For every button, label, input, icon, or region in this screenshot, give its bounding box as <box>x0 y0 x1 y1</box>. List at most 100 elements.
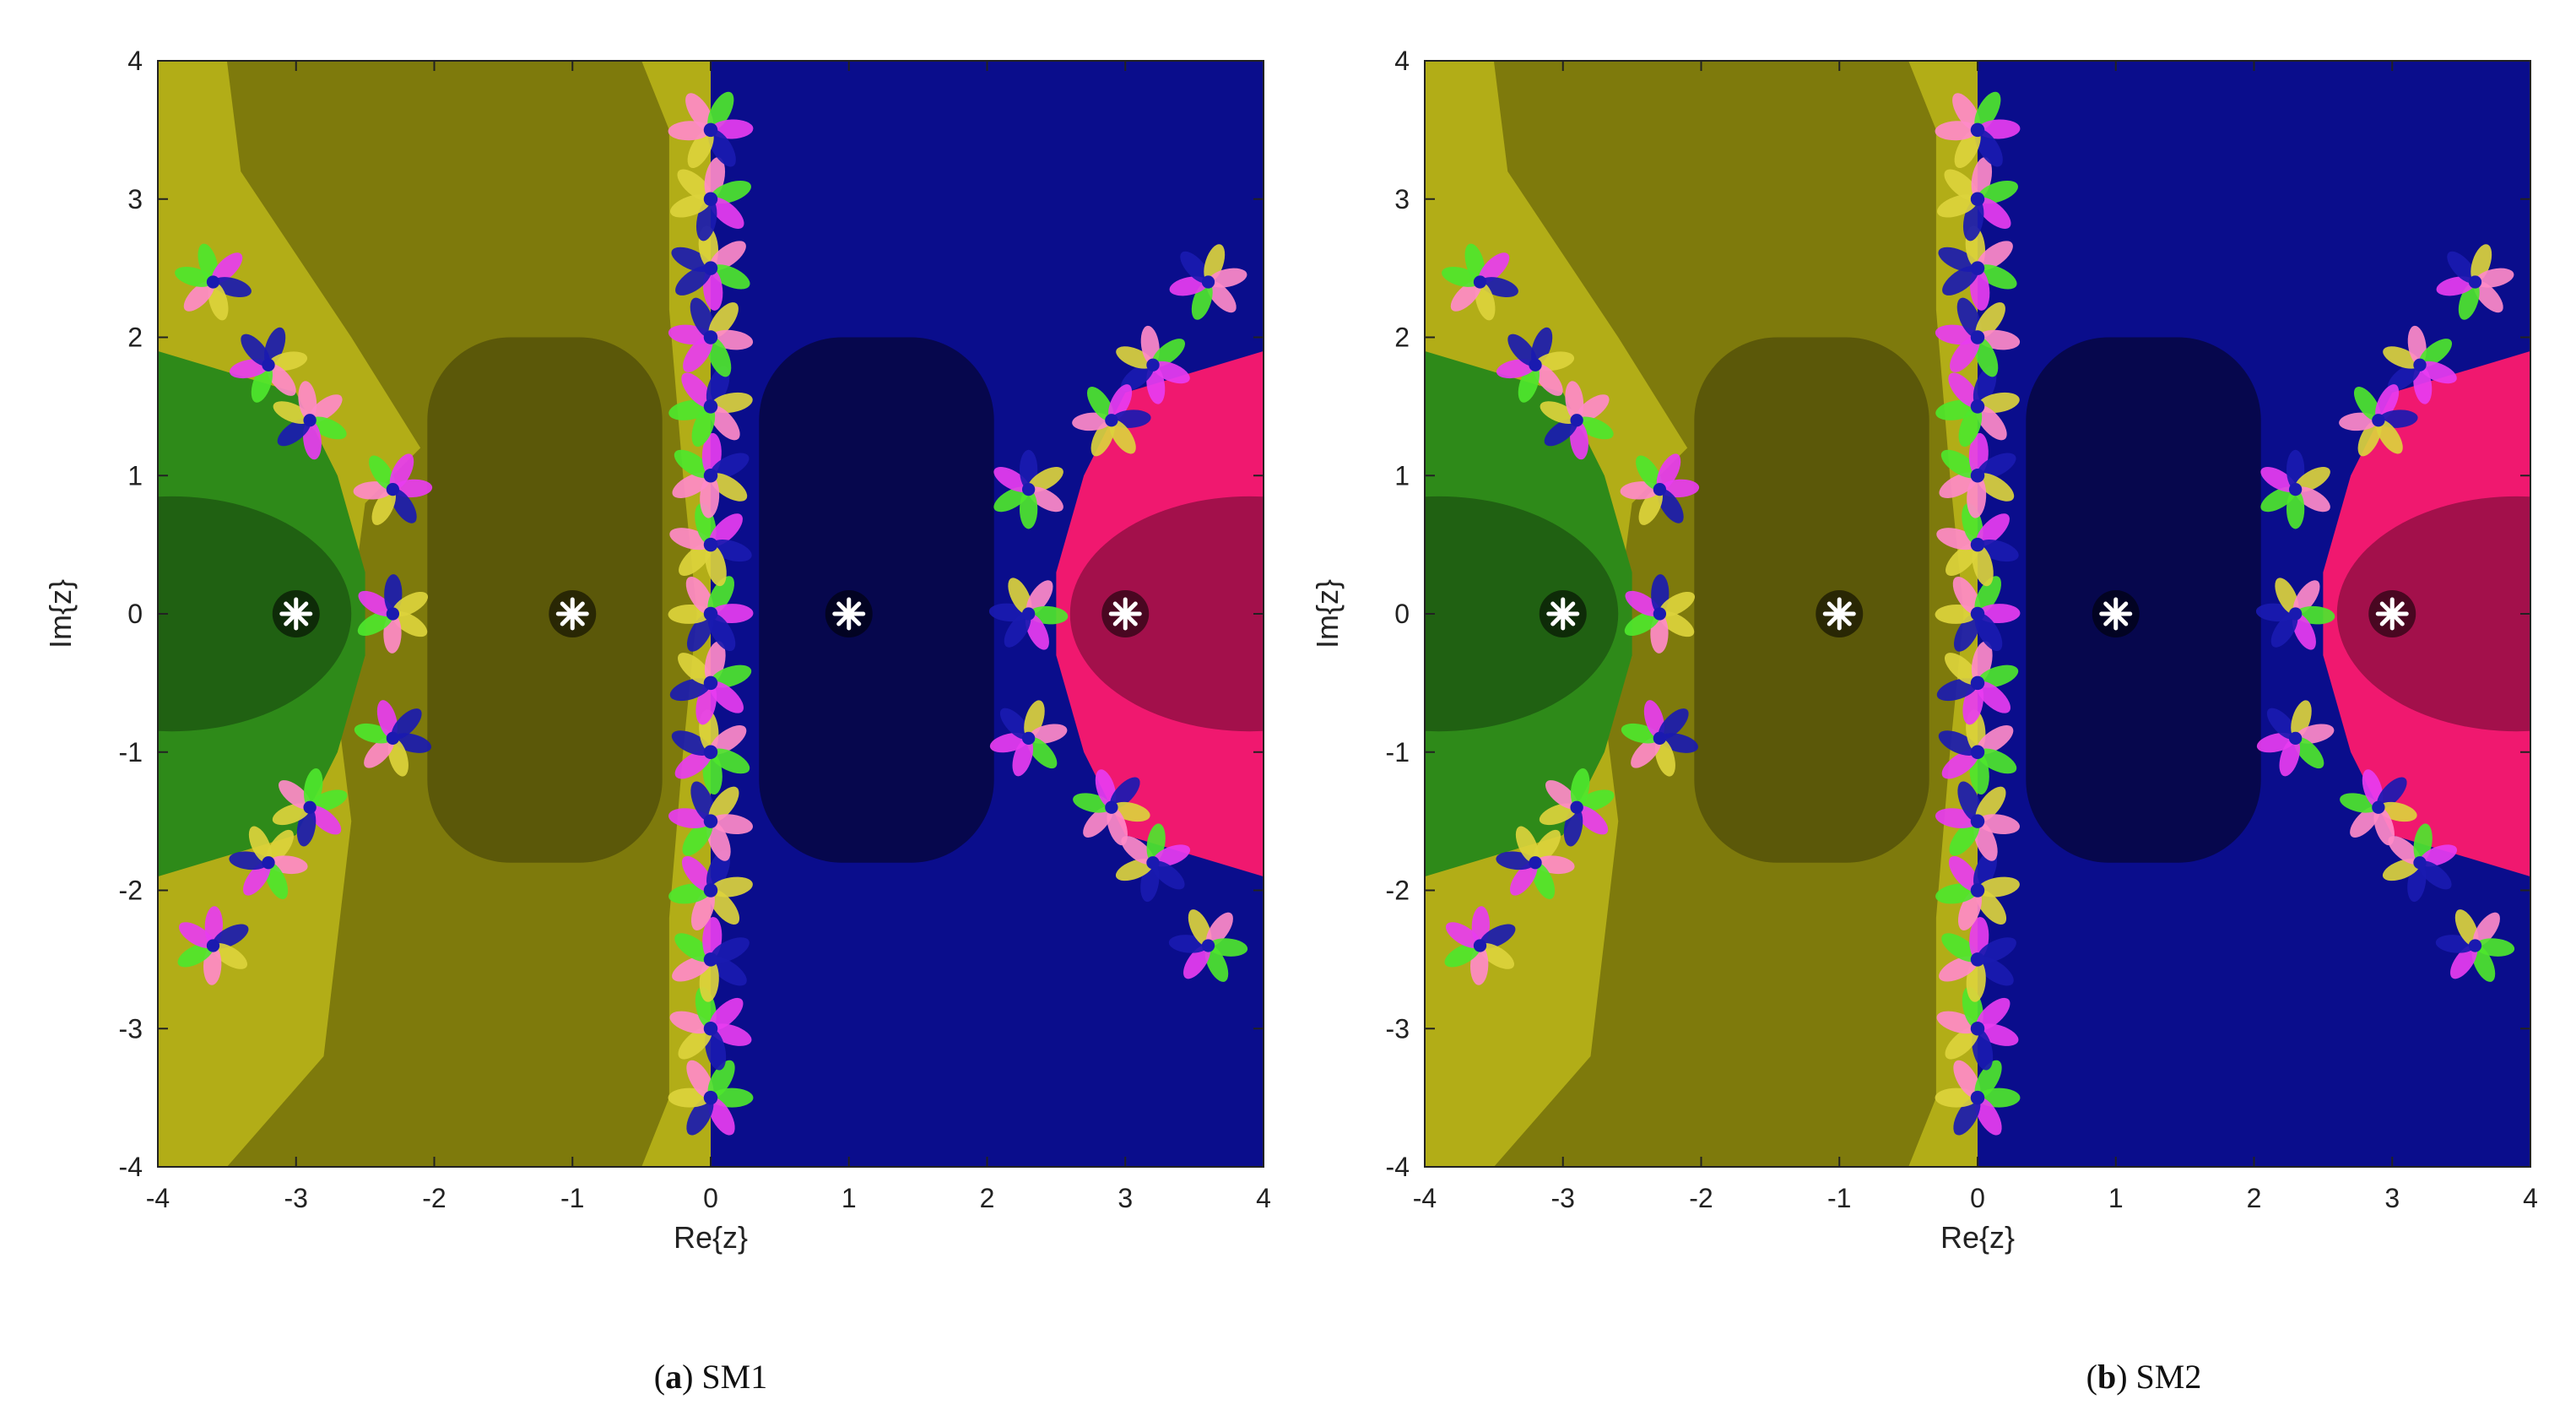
panel-b-fractal-flower <box>2256 700 2335 777</box>
panel-b-fractal-flower <box>2382 823 2458 903</box>
panel-b-fractal-flower <box>1935 781 2020 861</box>
panel-b-x-tick-label: 4 <box>2523 1183 2538 1213</box>
panel-a-fractal-flower <box>357 574 428 654</box>
panel-a-x-tick-label: -4 <box>146 1183 170 1213</box>
panel-a-fractal-flower <box>671 709 750 795</box>
panel-b-fractal-flower <box>1939 432 2016 518</box>
panel-b-basin-root-minus-3-core <box>1425 496 1619 732</box>
panel-b-y-tick-label: -3 <box>1386 1013 1410 1044</box>
panel-b-fractal-flower <box>1938 709 2017 795</box>
panel-a-fractal-flower <box>177 906 249 985</box>
panel-a-x-axis-label: Re{z} <box>674 1220 748 1255</box>
panel-b-y-axis-label: Im{z} <box>1310 579 1345 648</box>
panel-b-x-tick-label: -3 <box>1551 1183 1575 1213</box>
panel-b-x-tick-label: 0 <box>1970 1183 1985 1213</box>
panel-b-fractal-flower <box>1442 243 1518 321</box>
panel-a-fractal-flower <box>1072 384 1151 457</box>
panel-b-ticks: -4 -3 -2 -1 0 1 2 3 4 -4 -3 -2 -1 0 1 2 3 4 <box>1386 46 2538 1213</box>
panel-b-fractal-flower <box>1539 768 1615 847</box>
panel-a-fractal-flower <box>988 578 1069 650</box>
panel-a-x-tick-label: 1 <box>842 1183 857 1213</box>
panel-a-basin-root-3-core <box>1069 496 1264 732</box>
panel-a-fractal-flower <box>1073 769 1150 846</box>
panel-b-plot-area <box>1425 61 2530 1167</box>
panel-a-fractal-flower <box>668 91 754 169</box>
panel-a-caption: (a) SM1 <box>654 1358 767 1396</box>
panel-b-fractal-flower <box>1937 157 2018 241</box>
panel-a-basin-root-1-core <box>759 337 994 863</box>
panel-a-y-tick-label: 0 <box>127 599 143 629</box>
panel-b-fractal-flower <box>1496 327 1575 403</box>
panel-b-y-tick-label: 0 <box>1394 599 1410 629</box>
panel-b-fractal-flower <box>1935 576 2021 652</box>
panel-a-fractal-flower <box>993 449 1063 529</box>
panel-a: -4 -3 -2 -1 0 1 2 3 4 -4 -3 -2 -1 0 1 2 3 4 Re{z} Im{z} (… <box>43 46 1271 1396</box>
panel-a-fractal-flower <box>1115 823 1191 903</box>
panel-b-fractal-flower <box>1935 91 2021 169</box>
panel-a-y-tick-label: 4 <box>127 46 143 76</box>
panel-b-fractal-flower <box>1444 906 1516 985</box>
panel-a-fractal-flower <box>1116 325 1190 404</box>
panel-b-y-tick-label: 3 <box>1394 184 1410 214</box>
panel-b-fractal-flower <box>1936 503 2019 587</box>
panel-b-x-axis-label: Re{z} <box>1940 1220 2015 1255</box>
panel-a-caption-letter: a <box>665 1358 682 1396</box>
panel-a-root-marker <box>272 590 320 637</box>
panel-a-root-marker <box>549 590 597 637</box>
panel-b-x-tick-label: 2 <box>2247 1183 2262 1213</box>
panel-b-basin-root-3-core <box>2336 496 2530 732</box>
panel-a-fractal-flower <box>668 781 753 861</box>
panel-b-root-marker <box>1539 590 1587 637</box>
panel-b-caption-text: SM2 <box>2136 1358 2202 1396</box>
panel-b-fractal-flower <box>2255 578 2335 650</box>
panel-b: -4 -3 -2 -1 0 1 2 3 4 -4 -3 -2 -1 0 1 2 3 4 Re{z} Im{z} (… <box>1310 46 2538 1396</box>
panel-b-y-tick-label: -2 <box>1386 876 1410 906</box>
panel-a-basin-root-minus-3-core <box>158 496 352 732</box>
panel-b-root-marker <box>2092 590 2140 637</box>
panel-b-fractal-flower <box>1621 700 1698 777</box>
panel-b-fractal-flower <box>1620 453 1700 525</box>
panel-a-fractal-flower <box>273 381 347 460</box>
panel-a-x-tick-label: -3 <box>284 1183 308 1213</box>
panel-a-fractal-flower <box>175 243 252 321</box>
panel-a-fractal-flower <box>668 297 754 377</box>
panel-b-fractal-flower <box>2339 384 2418 457</box>
panel-a-fractal-flower <box>1168 909 1248 982</box>
panel-a-root-marker <box>1101 590 1150 637</box>
panel-b-fractal-flower <box>2435 909 2515 982</box>
panel-a-y-axis-label: Im{z} <box>43 579 78 648</box>
panel-a-root-marker <box>825 590 873 637</box>
panel-a-fractal-flower <box>1169 244 1247 320</box>
panel-b-y-tick-label: -4 <box>1386 1152 1410 1182</box>
panel-b-x-tick-label: -2 <box>1689 1183 1713 1213</box>
panel-b-caption: (b) SM2 <box>2086 1358 2202 1396</box>
panel-a-fractal-flower <box>272 768 348 847</box>
panel-a-fractal-flower <box>672 917 750 1002</box>
panel-a-ticks: -4 -3 -2 -1 0 1 2 3 4 -4 -3 -2 -1 0 1 2 3 4 <box>119 46 1271 1213</box>
panel-a-fractal-flower <box>670 157 751 241</box>
panel-a-y-tick-label: 3 <box>127 184 143 214</box>
panel-a-x-tick-label: -2 <box>422 1183 446 1213</box>
panel-a-fractal-flower <box>353 453 433 525</box>
panel-a-fractal-flower <box>672 432 750 518</box>
panel-a-fractal-flower <box>989 700 1068 777</box>
panel-b-fractal-flower <box>1938 225 2017 311</box>
panel-b-fractal-flower <box>1624 574 1695 654</box>
panel-b-y-tick-label: -1 <box>1386 737 1410 767</box>
panel-a-plot-area <box>158 61 1264 1167</box>
panel-a-x-tick-label: -1 <box>560 1183 584 1213</box>
panel-a-y-tick-label: 1 <box>127 460 143 491</box>
panel-a-fractal-flower <box>668 366 753 447</box>
panel-a-fractal-flower <box>668 1060 754 1136</box>
panel-b-y-tick-label: 4 <box>1394 46 1410 76</box>
panel-a-x-tick-label: 0 <box>703 1183 718 1213</box>
panel-b-fractal-flower <box>1935 297 2021 377</box>
panel-a-x-tick-label: 2 <box>980 1183 995 1213</box>
panel-a-fractal-flower <box>229 327 308 403</box>
panel-a-caption-text: SM1 <box>701 1358 767 1396</box>
panel-a-roots <box>272 590 1150 637</box>
panel-b-y-tick-label: 2 <box>1394 323 1410 353</box>
panel-b-fractal-flower <box>2340 769 2417 846</box>
panel-a-fractal-flower <box>354 700 431 777</box>
